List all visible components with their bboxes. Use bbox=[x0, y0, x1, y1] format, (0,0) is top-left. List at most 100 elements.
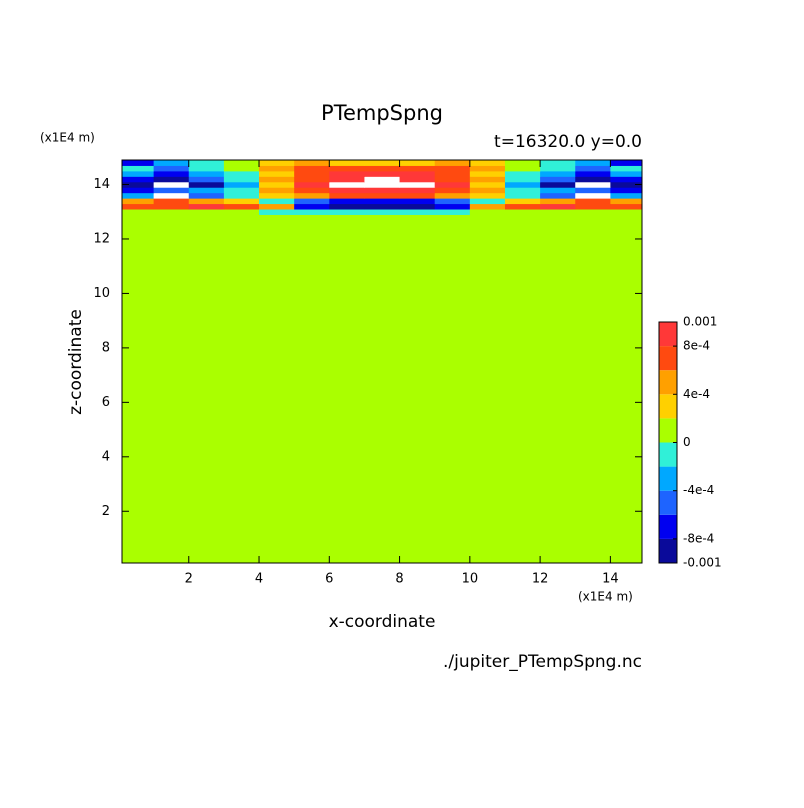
contour-cell bbox=[504, 187, 541, 194]
contour-cell bbox=[540, 203, 576, 210]
x-tick-label: 12 bbox=[532, 572, 549, 587]
contour-cell bbox=[153, 181, 190, 188]
contour-cell bbox=[610, 160, 643, 166]
y-tick-label: 12 bbox=[93, 231, 110, 246]
colorbar-tick-label: -8e-4 bbox=[683, 531, 714, 545]
contour-cell bbox=[469, 170, 506, 177]
contour-cell bbox=[122, 170, 155, 177]
contour-cell bbox=[294, 209, 330, 215]
contour-cell bbox=[504, 160, 541, 166]
chart-title: PTempSpng bbox=[321, 101, 443, 125]
contour-cell bbox=[259, 160, 295, 166]
contour-cell bbox=[259, 209, 295, 215]
contour-cell bbox=[153, 192, 190, 199]
chart-subtitle: t=16320.0 y=0.0 bbox=[494, 132, 642, 152]
contour-cell bbox=[469, 165, 506, 172]
contour-cell bbox=[259, 176, 295, 183]
colorbar-band bbox=[659, 322, 677, 347]
contour-cell bbox=[294, 214, 330, 564]
contour-cell bbox=[294, 160, 330, 166]
contour-cell bbox=[329, 187, 365, 194]
contour-cell bbox=[364, 198, 401, 205]
contour-cell bbox=[610, 203, 643, 210]
source-file: ./jupiter_PTempSpng.nc bbox=[443, 652, 642, 672]
contour-cell bbox=[329, 198, 365, 205]
colorbar-tick-label: 8e-4 bbox=[683, 339, 710, 353]
contour-cell bbox=[364, 170, 401, 177]
x-tick-label: 4 bbox=[255, 572, 263, 587]
contour-cell bbox=[434, 214, 471, 564]
contour-cell bbox=[575, 214, 611, 564]
contour-cell bbox=[575, 203, 611, 210]
contour-cell bbox=[610, 165, 643, 172]
contour-cell bbox=[434, 181, 471, 188]
contour-cell bbox=[504, 203, 541, 210]
contour-cell bbox=[259, 192, 295, 199]
x-axis-label: x-coordinate bbox=[329, 612, 436, 632]
contour-cell bbox=[469, 187, 506, 194]
contour-cell bbox=[188, 165, 225, 172]
contour-cell bbox=[504, 170, 541, 177]
contour-cell bbox=[504, 214, 541, 564]
contour-cell bbox=[294, 176, 330, 183]
contour-cell bbox=[223, 187, 260, 194]
contour-cell bbox=[364, 214, 401, 564]
contour-cell bbox=[153, 187, 190, 194]
contour-cell bbox=[329, 209, 365, 215]
x-units: (x1E4 m) bbox=[578, 590, 633, 604]
contour-cell bbox=[469, 192, 506, 199]
colorbar-band bbox=[659, 346, 677, 371]
contour-cell bbox=[504, 198, 541, 205]
contour-cell bbox=[122, 160, 155, 166]
contour-cell bbox=[329, 176, 365, 183]
contour-cell bbox=[434, 187, 471, 194]
contour-cell bbox=[399, 160, 436, 166]
contour-cell bbox=[434, 165, 471, 172]
contour-cell bbox=[259, 203, 295, 210]
contour-cell bbox=[122, 181, 155, 188]
contour-cell bbox=[122, 176, 155, 183]
contour-cell bbox=[153, 176, 190, 183]
contour-cell bbox=[329, 192, 365, 199]
contour-cell bbox=[223, 198, 260, 205]
contour-cell bbox=[469, 160, 506, 166]
colorbar-tick-label: 0 bbox=[683, 435, 691, 449]
contour-cell bbox=[469, 181, 506, 188]
contour-cell bbox=[153, 165, 190, 172]
contour-cell bbox=[329, 214, 365, 564]
colorbar-band bbox=[659, 394, 677, 419]
contour-cell bbox=[188, 187, 225, 194]
contour-cell bbox=[122, 192, 155, 199]
contour-cell bbox=[329, 160, 365, 166]
contour-cell bbox=[294, 181, 330, 188]
contour-cell bbox=[223, 170, 260, 177]
contour-cell bbox=[540, 176, 576, 183]
contour-cell bbox=[540, 192, 576, 199]
contour-cell bbox=[188, 176, 225, 183]
contour-cell bbox=[259, 181, 295, 188]
contour-cell bbox=[153, 214, 190, 564]
contour-cell bbox=[504, 192, 541, 199]
contour-cell bbox=[434, 160, 471, 166]
contour-cell bbox=[575, 181, 611, 188]
contour-cell bbox=[364, 187, 401, 194]
contour-cell bbox=[364, 165, 401, 172]
colorbar-tick-label: 4e-4 bbox=[683, 387, 710, 401]
contour-cell bbox=[188, 198, 225, 205]
y-tick-label: 8 bbox=[102, 340, 110, 355]
x-tick-label: 6 bbox=[325, 572, 333, 587]
contour-cell bbox=[188, 192, 225, 199]
contour-cell bbox=[610, 214, 643, 564]
contour-cell bbox=[223, 181, 260, 188]
contour-cell bbox=[469, 203, 506, 210]
contour-cell bbox=[575, 170, 611, 177]
contour-cell bbox=[540, 209, 576, 215]
y-tick-label: 14 bbox=[93, 177, 110, 192]
contour-cell bbox=[610, 181, 643, 188]
contour-cell bbox=[399, 203, 436, 210]
contour-cell bbox=[469, 176, 506, 183]
colorbar-tick-label: -4e-4 bbox=[683, 483, 714, 497]
contour-cell bbox=[399, 209, 436, 215]
contour-cell bbox=[540, 160, 576, 166]
contour-cell bbox=[504, 181, 541, 188]
